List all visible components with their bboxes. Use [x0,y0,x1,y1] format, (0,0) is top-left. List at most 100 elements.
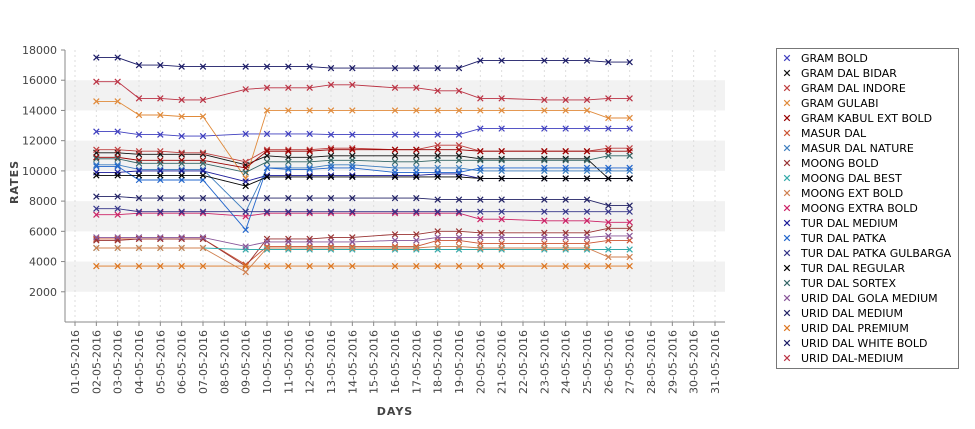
legend-item: GRAM GULABI [783,97,879,110]
legend-item: MOONG EXTRA BOLD [783,202,918,215]
data-point [263,164,271,172]
data-point [349,64,356,72]
data-point [327,164,335,172]
data-point [626,58,633,66]
data-point [349,262,356,270]
data-point [583,208,591,215]
legend-item: GRAM DAL INDORE [783,82,906,95]
data-point [562,262,569,270]
legend-label: GRAM DAL BIDAR [801,67,897,80]
data-point [626,95,633,102]
data-point [93,155,100,163]
data-point [477,175,484,182]
data-point [306,84,313,92]
data-point [349,194,356,202]
data-point [434,173,441,181]
data-point [93,193,100,200]
series-20 [93,78,633,104]
legend-marker [783,219,791,227]
data-point [583,164,591,172]
data-point [498,196,505,203]
data-point [285,158,292,166]
data-point [605,225,612,232]
data-point [263,262,271,270]
data-point [477,57,484,64]
data-point [114,163,121,170]
data-point [285,84,292,92]
data-point [562,125,569,132]
y-tick-label: 14000 [22,104,57,117]
data-point [413,146,420,153]
legend-marker [783,264,791,272]
series-3 [93,98,633,182]
data-point [562,157,569,164]
x-tick-label: 08-05-2016 [218,330,231,394]
data-point [327,244,335,252]
legend-marker [783,99,791,107]
data-point [455,87,463,95]
data-point [178,172,185,179]
legend-label: GRAM KABUL EXT BOLD [801,112,932,125]
data-point [242,226,249,234]
legend-item: TUR DAL PATKA [783,232,887,245]
x-tick-label: 21-05-2016 [496,330,509,394]
data-point [391,194,399,202]
data-point [242,243,249,250]
legend-item: MOONG EXT BOLD [783,187,903,200]
data-point [199,63,207,70]
data-point [93,262,100,270]
data-point [157,262,164,270]
data-point [498,216,505,223]
data-point [114,244,121,252]
data-point [498,57,505,64]
data-point [306,130,313,138]
data-point [413,231,420,238]
data-point [605,246,612,253]
data-point [114,146,121,153]
legend-item: GRAM BOLD [783,52,868,65]
data-point [541,196,548,203]
data-point [327,146,335,153]
legend-label: MOONG DAL BEST [801,172,902,185]
data-point [562,148,569,155]
data-point [413,262,420,270]
data-point [306,63,313,70]
data-point [583,234,591,241]
data-point [178,149,185,156]
data-point [306,208,313,215]
data-point [477,234,484,241]
x-tick-label: 20-05-2016 [474,330,487,394]
legend-label: URID DAL MEDIUM [801,307,903,320]
data-point [199,149,207,156]
data-point [455,107,463,114]
data-point [434,243,441,250]
legend-marker [783,204,791,212]
data-point [626,175,633,182]
data-point [349,164,356,172]
legend-label: URID DAL WHITE BOLD [801,337,928,350]
data-point [605,175,612,182]
data-point [391,152,399,160]
data-point [626,208,633,215]
data-point [455,157,463,164]
data-point [413,84,420,92]
data-point [583,125,591,132]
data-point [285,130,292,138]
data-point [498,148,505,155]
data-point [477,244,484,252]
series-line [96,238,630,266]
data-point [391,231,399,238]
data-point [413,107,420,114]
data-point [583,217,591,224]
data-point [434,262,441,270]
data-point [306,244,313,252]
data-point [391,64,399,72]
data-point [327,107,335,114]
data-point [434,107,441,114]
legend-marker [783,174,791,182]
data-point [583,175,591,182]
legend-label: GRAM GULABI [801,97,879,110]
data-point [541,96,548,104]
data-point [242,158,249,166]
data-point [434,146,441,153]
